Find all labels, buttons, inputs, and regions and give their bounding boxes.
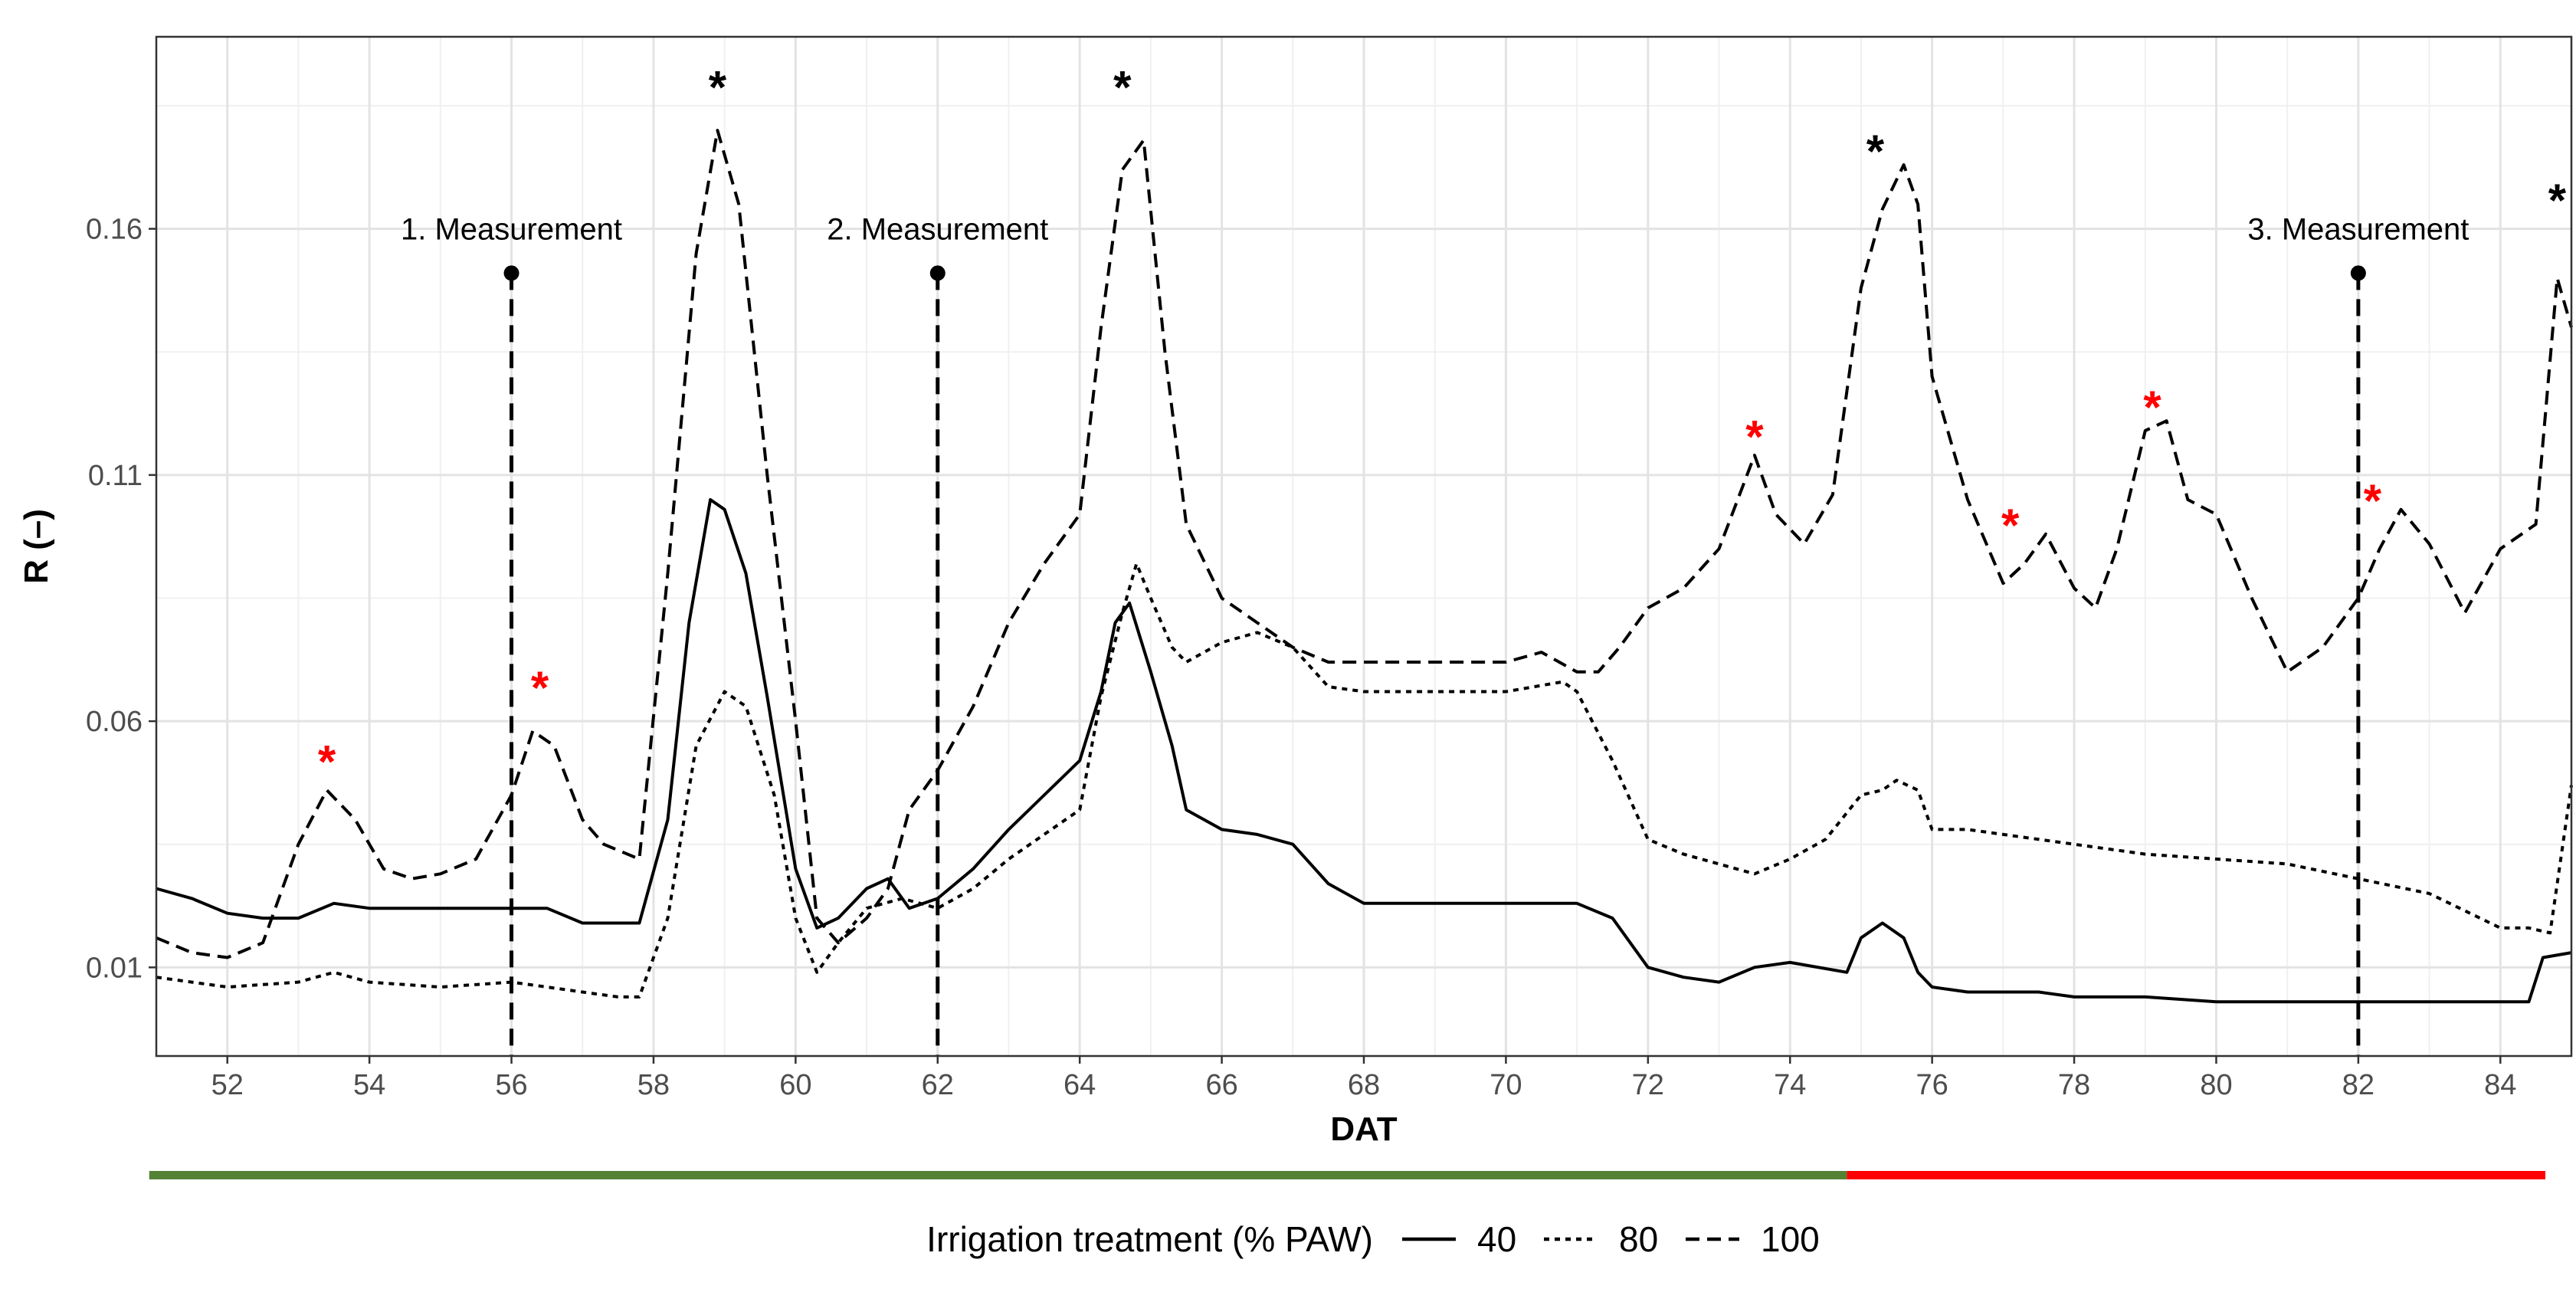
x-axis: 52 54 56 58 60 62 64 66 68 70 72 74 76 78 80 82 84 — [211, 1056, 2516, 1101]
y-axis-title: R (–) — [18, 509, 55, 584]
x-tick-label: 52 — [211, 1069, 244, 1101]
significance-marker: * — [318, 736, 336, 787]
measurement-label-2: 2. Measurement — [827, 213, 1048, 247]
y-tick-label: 0.16 — [86, 214, 143, 246]
x-axis-title: DAT — [1330, 1110, 1397, 1148]
measurement-label-3: 3. Measurement — [2247, 213, 2469, 247]
x-tick-label: 84 — [2484, 1069, 2516, 1101]
x-tick-label: 54 — [353, 1069, 385, 1101]
measurement-label-1: 1. Measurement — [401, 213, 622, 247]
x-tick-label: 56 — [495, 1069, 527, 1101]
y-axis: 0.01 0.06 0.11 0.16 — [86, 214, 156, 984]
y-tick-label: 0.11 — [88, 460, 143, 492]
significance-marker: * — [709, 61, 727, 113]
measurement-point-3 — [2350, 265, 2366, 281]
x-tick-label: 80 — [2200, 1069, 2232, 1101]
y-tick-label: 0.01 — [86, 952, 143, 984]
legend-label-100: 100 — [1761, 1219, 1820, 1259]
period-bar-segment-2 — [1847, 1171, 2545, 1179]
legend: Irrigation treatment (% PAW) 40 80 100 — [926, 1219, 1820, 1259]
x-tick-label: 64 — [1064, 1069, 1096, 1101]
x-tick-label: 60 — [779, 1069, 811, 1101]
significance-marker: * — [1745, 411, 1764, 462]
significance-marker: * — [1113, 61, 1132, 113]
significance-marker: * — [1866, 126, 1885, 177]
legend-label-40: 40 — [1477, 1219, 1516, 1259]
x-tick-label: 58 — [637, 1069, 670, 1101]
x-tick-label: 66 — [1205, 1069, 1237, 1101]
series-line-100 — [156, 129, 2573, 959]
significance-marker: * — [2548, 175, 2567, 226]
significance-marker: * — [2364, 475, 2382, 526]
series-layer — [156, 129, 2573, 1004]
series-line-40 — [156, 498, 2572, 1004]
legend-label-80: 80 — [1619, 1219, 1658, 1259]
y-tick-label: 0.06 — [86, 706, 143, 738]
significance-marker: * — [2001, 500, 2020, 551]
measurement-point-2 — [929, 265, 946, 281]
period-bar-segment-1 — [149, 1171, 1847, 1179]
x-tick-label: 82 — [2342, 1069, 2374, 1101]
x-tick-label: 76 — [1916, 1069, 1948, 1101]
measurement-point-1 — [503, 265, 519, 281]
x-tick-label: 68 — [1348, 1069, 1380, 1101]
x-tick-label: 62 — [922, 1069, 954, 1101]
significance-marker-layer: * * * * * * * * * * — [318, 61, 2567, 787]
x-tick-label: 74 — [1774, 1069, 1806, 1101]
measurement-layer: 1. Measurement 2. Measurement 3. Measureme… — [401, 213, 2469, 1056]
significance-marker: * — [531, 662, 549, 713]
period-bar — [149, 1171, 2545, 1179]
legend-title: Irrigation treatment (% PAW) — [926, 1219, 1373, 1259]
x-tick-label: 72 — [1632, 1069, 1664, 1101]
significance-marker: * — [2143, 382, 2161, 433]
x-tick-label: 78 — [2058, 1069, 2090, 1101]
x-tick-label: 70 — [1490, 1069, 1522, 1101]
